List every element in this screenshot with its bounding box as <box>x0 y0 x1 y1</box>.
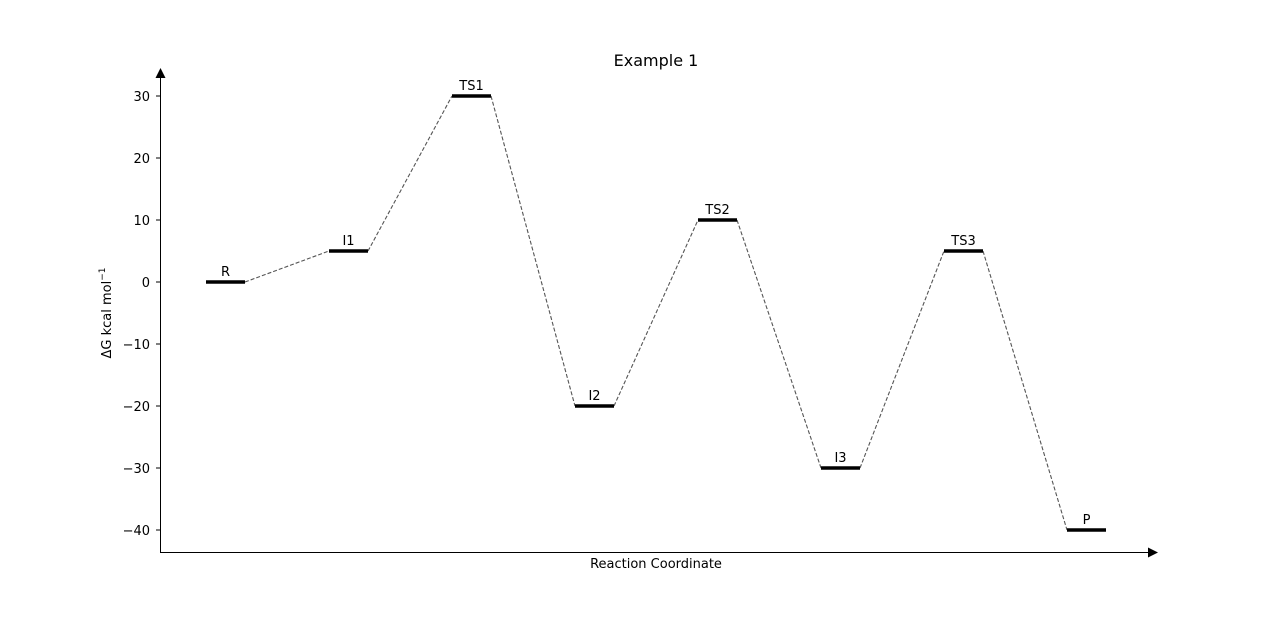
y-tick-label: 0 <box>142 276 150 291</box>
connector-ts3-p <box>982 250 1068 531</box>
state-label-ts3: TS3 <box>950 234 975 249</box>
connector-r-i1 <box>244 250 330 283</box>
connector-i2-ts2 <box>613 219 699 407</box>
chart-title: Example 1 <box>614 51 699 70</box>
y-tick-label: 10 <box>133 214 150 229</box>
state-label-i2: I2 <box>588 389 600 404</box>
state-label-ts2: TS2 <box>704 203 729 218</box>
y-tick-label: −30 <box>123 462 150 477</box>
y-axis-label: ΔG kcal mol−1 <box>98 268 115 359</box>
connector-i3-ts3 <box>859 250 945 469</box>
state-label-ts1: TS1 <box>458 79 483 94</box>
x-axis-label: Reaction Coordinate <box>590 557 722 572</box>
y-axis-arrowhead <box>155 68 166 78</box>
energy-levels <box>206 94 1106 532</box>
connector-i1-ts1 <box>367 95 453 252</box>
state-labels: R I1 TS1 I2 TS2 I3 TS3 P <box>221 79 1091 528</box>
x-axis-arrowhead <box>1148 547 1158 558</box>
state-label-i3: I3 <box>834 451 846 466</box>
y-tick-label: 20 <box>133 152 150 167</box>
y-axis-label-superscript: −1 <box>98 268 108 281</box>
y-axis-ticks: 30 20 10 0 −10 −20 −30 −40 <box>123 90 161 539</box>
state-label-r: R <box>221 265 230 280</box>
connector-ts2-i3 <box>736 219 822 469</box>
state-label-i1: I1 <box>342 234 354 249</box>
connector-lines <box>244 95 1068 531</box>
y-tick-label: −10 <box>123 338 150 353</box>
y-tick-label: −20 <box>123 400 150 415</box>
connector-ts1-i2 <box>490 95 576 407</box>
y-tick-label: 30 <box>133 90 150 105</box>
state-label-p: P <box>1083 513 1091 528</box>
y-tick-label: −40 <box>123 524 150 539</box>
y-axis-label-main: ΔG kcal mol <box>100 281 115 359</box>
